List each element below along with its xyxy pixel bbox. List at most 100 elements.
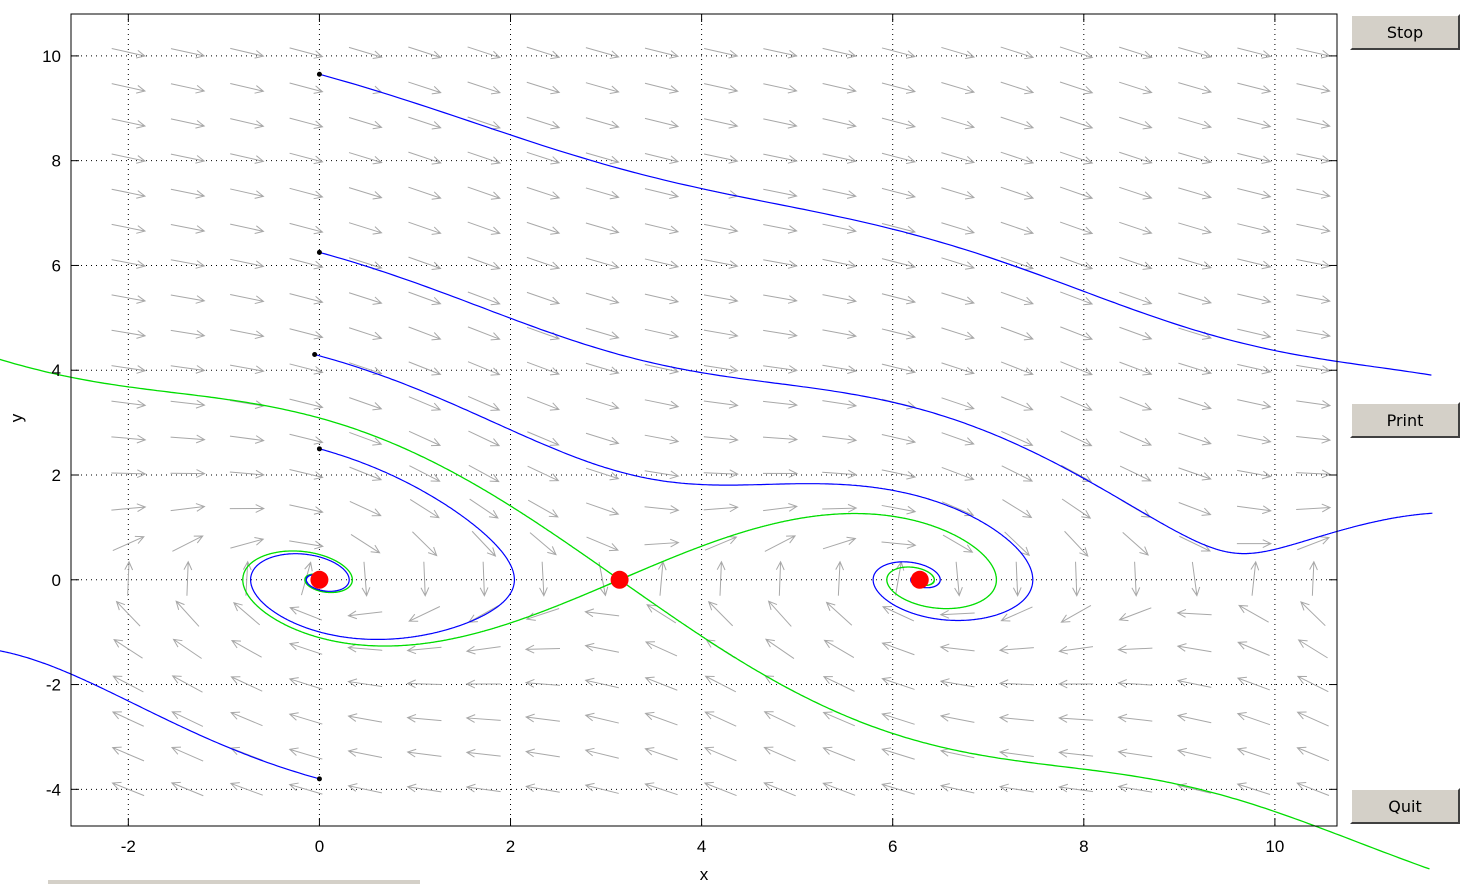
field-arrow — [348, 327, 383, 341]
field-arrow — [941, 46, 976, 60]
field-arrow — [584, 782, 619, 794]
field-arrow — [586, 536, 619, 552]
field-arrow — [111, 48, 147, 59]
field-arrow — [704, 711, 737, 727]
field-arrow — [881, 293, 917, 305]
field-arrow — [465, 783, 501, 793]
field-arrow — [347, 678, 383, 688]
field-arrow — [763, 294, 798, 304]
y-tick-label: -2 — [46, 676, 61, 695]
field-arrow — [1119, 465, 1152, 482]
field-arrow — [230, 153, 265, 164]
field-arrow — [408, 361, 442, 376]
field-arrow — [229, 469, 265, 479]
field-arrow — [1296, 223, 1331, 234]
field-arrow — [406, 783, 442, 793]
field-arrow — [941, 292, 975, 305]
field-arrow — [644, 641, 678, 657]
field-arrow — [1119, 81, 1153, 95]
field-arrow — [825, 601, 853, 626]
field-arrow — [1059, 81, 1094, 95]
field-arrow — [1001, 465, 1034, 482]
field-arrow — [1119, 116, 1153, 130]
y-tick-label: 2 — [52, 466, 61, 485]
field-arrow — [111, 153, 147, 164]
field-arrow — [585, 187, 620, 200]
field-arrow — [585, 397, 620, 411]
field-arrow — [1119, 256, 1153, 270]
field-arrow — [1119, 431, 1153, 446]
field-arrow — [703, 153, 739, 164]
field-arrow — [1178, 187, 1213, 200]
field-arrow — [1117, 783, 1153, 793]
field-arrow — [939, 783, 975, 794]
field-arrow — [348, 222, 383, 235]
field-arrow — [1237, 328, 1272, 340]
field-arrow — [1238, 604, 1269, 623]
field-arrow — [170, 83, 206, 94]
field-arrow — [170, 469, 206, 478]
field-arrow — [408, 606, 441, 622]
field-arrow — [111, 503, 147, 513]
field-arrow — [1004, 531, 1031, 557]
field-arrow — [762, 469, 799, 478]
quit-button[interactable]: Quit — [1350, 788, 1460, 824]
stop-button[interactable]: Stop — [1350, 14, 1460, 50]
field-arrow — [289, 606, 323, 621]
field-arrow — [1237, 223, 1272, 235]
field-arrow — [881, 187, 917, 200]
field-arrow — [1059, 151, 1094, 165]
field-arrow — [1296, 294, 1331, 304]
field-arrow — [1176, 643, 1212, 653]
field-arrow — [1178, 257, 1213, 270]
field-arrow — [585, 222, 620, 235]
field-arrow — [347, 713, 383, 723]
field-arrow — [1119, 361, 1153, 376]
field-arrow — [822, 188, 857, 199]
field-arrow — [111, 365, 147, 374]
field-arrow — [171, 675, 203, 693]
field-arrow — [881, 606, 915, 622]
field-arrow — [1237, 399, 1272, 410]
field-arrow — [115, 600, 141, 627]
field-arrow — [526, 46, 561, 60]
field-arrow — [471, 530, 497, 557]
field-arrow — [408, 81, 442, 95]
field-arrow — [347, 783, 383, 794]
axes-frame — [70, 13, 1338, 827]
field-arrow — [1117, 679, 1153, 688]
field-arrow — [822, 329, 858, 340]
field-arrow — [170, 188, 206, 199]
field-arrow — [1237, 469, 1272, 480]
field-arrow — [881, 712, 915, 725]
field-arrow — [525, 783, 560, 793]
field-arrow — [941, 152, 976, 165]
field-arrow — [763, 781, 796, 797]
field-arrow — [1064, 530, 1089, 557]
field-arrow — [822, 676, 855, 692]
field-arrow — [1237, 258, 1272, 270]
field-arrow — [1058, 748, 1094, 758]
field-arrow — [585, 82, 620, 95]
field-arrow — [170, 434, 206, 444]
field-arrow — [349, 397, 383, 411]
field-arrow — [1000, 606, 1033, 622]
field-arrow — [881, 641, 915, 656]
field-arrow — [111, 400, 147, 409]
field-arrow — [881, 469, 917, 480]
field-arrow — [1296, 400, 1332, 409]
field-arrow — [408, 186, 442, 200]
field-arrow — [1058, 783, 1094, 793]
field-arrow — [585, 362, 620, 375]
field-arrow — [881, 747, 915, 760]
field-arrow — [763, 746, 796, 762]
field-arrow — [1309, 560, 1318, 596]
field-arrow — [644, 505, 680, 514]
field-arrow — [465, 714, 501, 723]
plot-area — [70, 13, 1338, 827]
print-button[interactable]: Print — [1350, 402, 1460, 438]
field-arrow — [289, 398, 324, 410]
field-arrow — [703, 329, 739, 339]
field-arrow — [230, 223, 265, 234]
field-arrow — [941, 432, 975, 446]
